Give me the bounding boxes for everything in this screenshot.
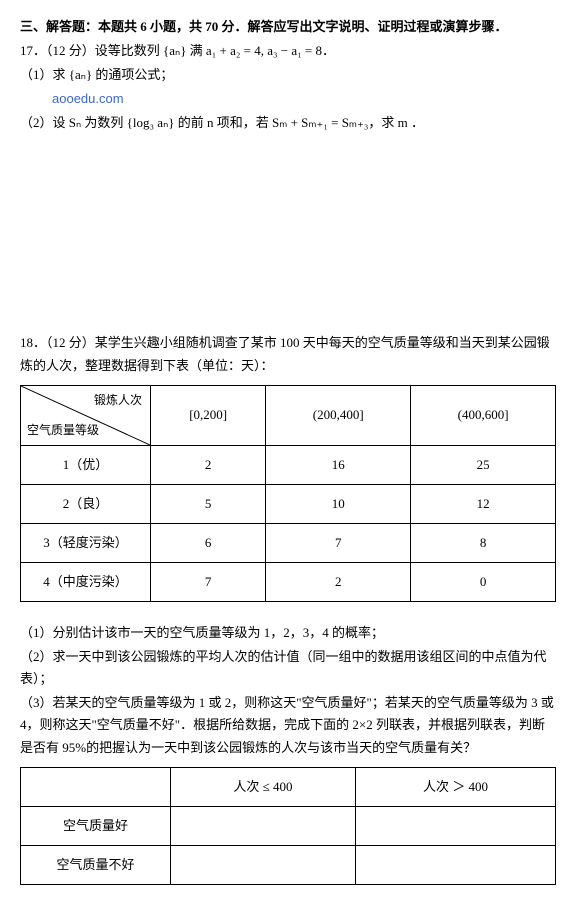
cell: 2	[151, 445, 266, 484]
cell: 2	[266, 562, 411, 601]
cell: 10	[266, 484, 411, 523]
table-row: 空气质量好	[21, 806, 556, 845]
row-label: 空气质量不好	[21, 845, 171, 884]
col-header: (200,400]	[266, 385, 411, 445]
diag-top-label: 锻炼人次	[94, 390, 142, 410]
q17-part1: （1）求 {aₙ} 的通项公式；	[20, 64, 556, 86]
q17-header: 17．（12 分）设等比数列 {aₙ} 满 a₁ + a₂ = 4, a₃ − …	[20, 40, 556, 62]
row-label: 2（良）	[21, 484, 151, 523]
watermark: aooedu.com	[52, 88, 556, 110]
cell: 6	[151, 523, 266, 562]
q17-part2: （2）设 Sₙ 为数列 {log₃ aₙ} 的前 n 项和，若 Sₘ + Sₘ₊…	[20, 112, 556, 134]
cell	[171, 845, 356, 884]
cell: 8	[411, 523, 556, 562]
table-header-diagonal: 锻炼人次 空气质量等级	[21, 385, 151, 445]
q18-part3: （3）若某天的空气质量等级为 1 或 2，则称这天"空气质量好"；若某天的空气质…	[20, 692, 556, 758]
section-title: 三、解答题：本题共 6 小题，共 70 分．解答应写出文字说明、证明过程或演算步…	[20, 16, 556, 38]
cell: 5	[151, 484, 266, 523]
question-17: 17．（12 分）设等比数列 {aₙ} 满 a₁ + a₂ = 4, a₃ − …	[20, 40, 556, 134]
answer-space	[20, 150, 556, 330]
q18-header: 18．（12 分）某学生兴趣小组随机调查了某市 100 天中每天的空气质量等级和…	[20, 332, 556, 376]
cell: 25	[411, 445, 556, 484]
row-label: 3（轻度污染）	[21, 523, 151, 562]
cell: 7	[151, 562, 266, 601]
col-header: 人次 ＞ 400	[355, 767, 555, 806]
table-row: 3（轻度污染） 6 7 8	[21, 523, 556, 562]
cell: 7	[266, 523, 411, 562]
q18-part1: （1）分别估计该市一天的空气质量等级为 1，2，3，4 的概率；	[20, 622, 556, 644]
q18-contingency-table: 人次 ≤ 400 人次 ＞ 400 空气质量好 空气质量不好	[20, 767, 556, 885]
table-row: 1（优） 2 16 25	[21, 445, 556, 484]
diag-bottom-label: 空气质量等级	[27, 420, 99, 440]
table-row: 4（中度污染） 7 2 0	[21, 562, 556, 601]
row-label: 1（优）	[21, 445, 151, 484]
col-header: 人次 ≤ 400	[171, 767, 356, 806]
cell: 12	[411, 484, 556, 523]
row-label: 4（中度污染）	[21, 562, 151, 601]
table-row: 2（良） 5 10 12	[21, 484, 556, 523]
col-header: (400,600]	[411, 385, 556, 445]
cell	[171, 806, 356, 845]
col-header: [0,200]	[151, 385, 266, 445]
spacer	[20, 610, 556, 620]
table-row: 空气质量不好	[21, 845, 556, 884]
cell: 16	[266, 445, 411, 484]
question-18: 18．（12 分）某学生兴趣小组随机调查了某市 100 天中每天的空气质量等级和…	[20, 332, 556, 884]
blank-header	[21, 767, 171, 806]
row-label: 空气质量好	[21, 806, 171, 845]
q18-part2: （2）求一天中到该公园锻炼的平均人次的估计值（同一组中的数据用该组区间的中点值为…	[20, 646, 556, 690]
cell: 0	[411, 562, 556, 601]
cell	[355, 845, 555, 884]
q18-data-table: 锻炼人次 空气质量等级 [0,200] (200,400] (400,600] …	[20, 385, 556, 602]
cell	[355, 806, 555, 845]
